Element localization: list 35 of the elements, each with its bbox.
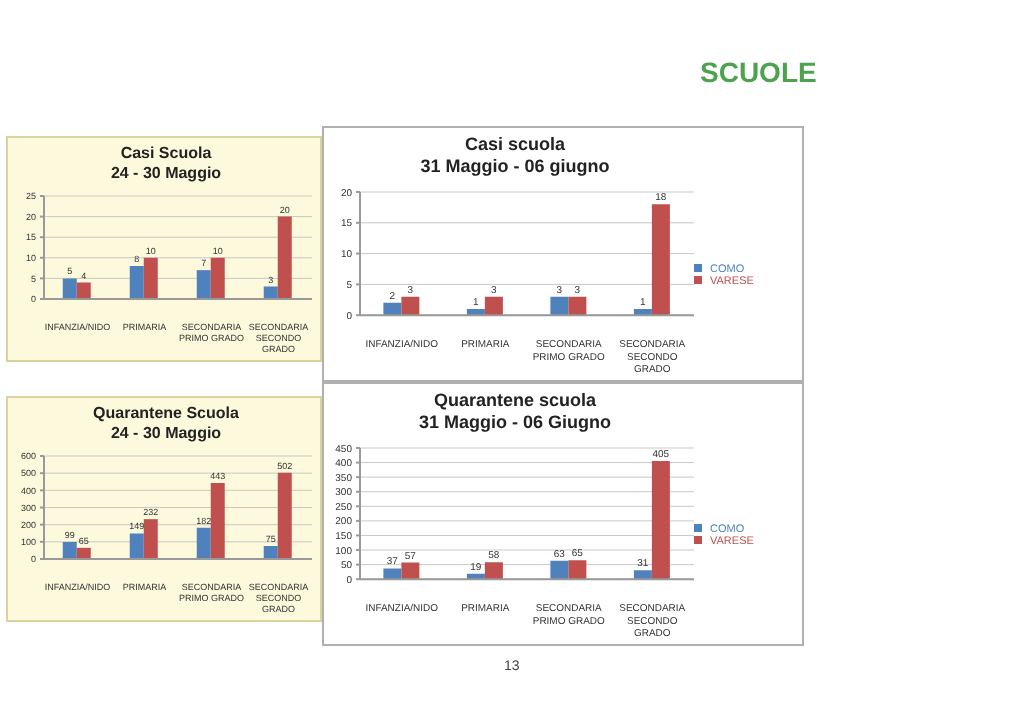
bar	[383, 567, 402, 579]
bar	[484, 561, 503, 579]
bar	[196, 527, 211, 559]
bar	[76, 282, 91, 299]
text: SCUOLE	[700, 56, 817, 88]
bar	[401, 561, 420, 579]
bar	[263, 546, 278, 559]
chart-title: Casi scuola	[462, 134, 568, 157]
chart-title: Casi Scuola	[118, 144, 214, 164]
bar	[143, 519, 158, 559]
chart-subtitle: 24 - 30 Maggio	[108, 424, 224, 444]
bar	[568, 559, 587, 579]
bar	[550, 295, 569, 315]
bar	[484, 295, 503, 315]
bar	[62, 541, 77, 559]
bar	[129, 266, 144, 299]
bar	[210, 482, 225, 559]
bar	[401, 295, 420, 315]
bar	[277, 216, 292, 299]
bar	[62, 278, 77, 299]
bar	[143, 257, 158, 299]
bar	[76, 547, 91, 559]
bar	[651, 203, 670, 315]
bar	[550, 559, 569, 579]
chart-title: Quarantene Scuola	[91, 404, 241, 424]
chart-subtitle: 31 Maggio - 06 Giugno	[416, 412, 613, 435]
chart-subtitle: 24 - 30 Maggio	[108, 164, 224, 184]
bar	[277, 472, 292, 559]
bar	[210, 257, 225, 299]
bar	[129, 533, 144, 559]
bar	[196, 270, 211, 299]
bar	[651, 460, 670, 579]
chart-title: Quarantene scuola	[431, 390, 599, 413]
chart-subtitle: 31 Maggio - 06 giugno	[418, 156, 612, 179]
bar	[568, 295, 587, 315]
